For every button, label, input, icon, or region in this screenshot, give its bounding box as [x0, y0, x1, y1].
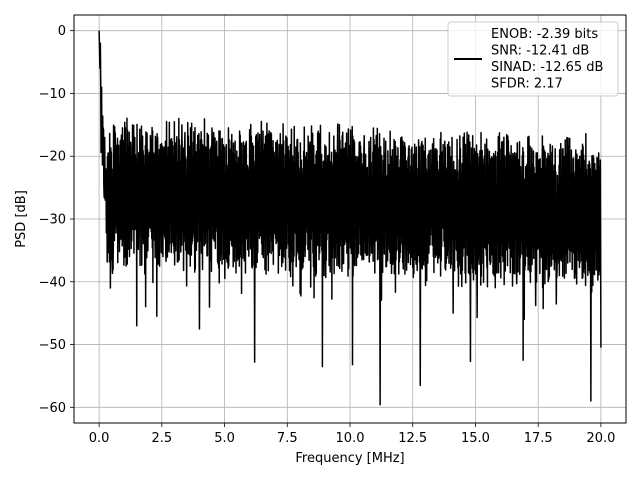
y-axis-ticks: 0 −10 −20 −30 −40 −50 −60 [39, 24, 74, 416]
x-tick-label: 5.0 [214, 431, 235, 446]
legend-entry-snr: SNR: -12.41 dB [491, 44, 589, 59]
psd-series-line [98, 30, 602, 406]
y-tick-label: −10 [39, 87, 66, 102]
legend-entry-sinad: SINAD: -12.65 dB [491, 60, 603, 75]
x-tick-label: 20.0 [586, 431, 615, 446]
x-tick-label: 10.0 [336, 431, 365, 446]
y-tick-label: −40 [39, 275, 66, 290]
legend-entry-sfdr: SFDR: 2.17 [491, 77, 563, 92]
y-tick-label: −50 [39, 338, 66, 353]
x-tick-label: 7.5 [277, 431, 298, 446]
psd-series [98, 30, 602, 406]
y-tick-label: −60 [39, 401, 66, 416]
y-tick-label: −30 [39, 213, 66, 228]
x-tick-label: 17.5 [524, 431, 553, 446]
legend-entry-enob: ENOB: -2.39 bits [491, 27, 598, 42]
x-axis-label: Frequency [MHz] [295, 451, 404, 466]
x-axis-ticks: 0.0 2.5 5.0 7.5 10.0 12.5 15.0 17.5 20.0 [89, 423, 615, 446]
y-tick-label: −20 [39, 150, 66, 165]
y-axis-label: PSD [dB] [14, 190, 29, 248]
x-tick-label: 15.0 [461, 431, 490, 446]
y-tick-label: 0 [58, 24, 66, 39]
legend-box [447, 21, 619, 97]
x-tick-label: 12.5 [398, 431, 427, 446]
x-tick-label: 2.5 [151, 431, 172, 446]
legend: ENOB: -2.39 bits SNR: -12.41 dB SINAD: -… [447, 21, 619, 97]
x-tick-label: 0.0 [89, 431, 110, 446]
